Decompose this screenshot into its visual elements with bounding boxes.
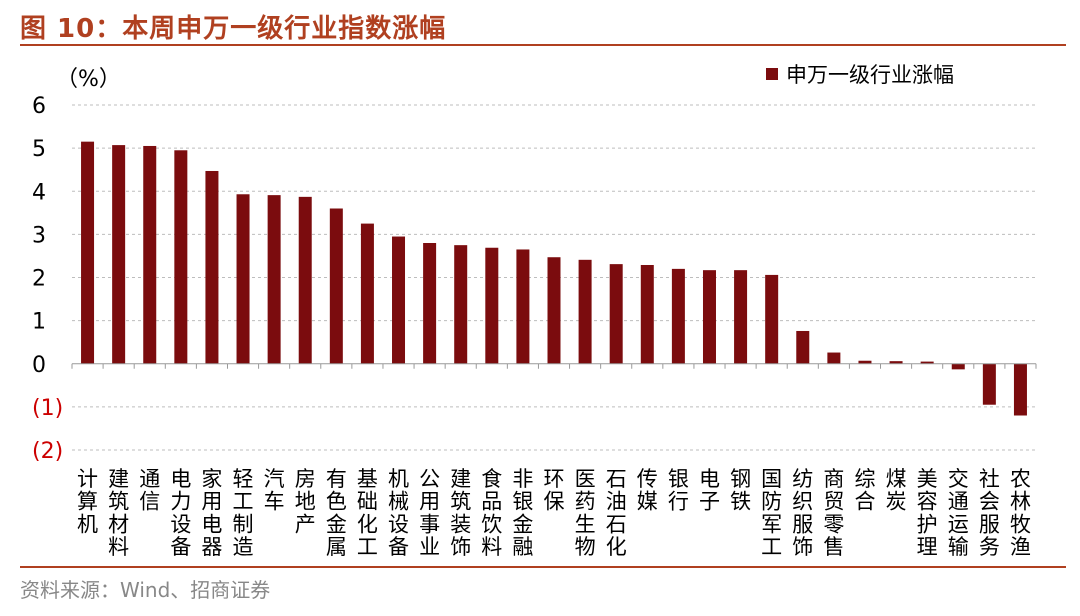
bar: [702, 270, 716, 364]
bar: [143, 145, 157, 364]
category-label: 国防军工: [761, 467, 782, 559]
category-label: 环保: [544, 467, 565, 514]
y-tick-label: 2: [32, 267, 46, 292]
bar: [578, 259, 592, 364]
bar: [889, 361, 903, 364]
source-note: 资料来源：Wind、招商证券: [20, 578, 271, 602]
category-label: 煤炭: [886, 467, 907, 514]
category-label: 建筑材料: [108, 467, 129, 559]
category-label: 基础化工: [357, 467, 378, 559]
y-tick-label: (1): [32, 396, 63, 421]
bar: [423, 243, 437, 364]
bar: [485, 247, 499, 364]
bar: [734, 270, 748, 364]
category-label: 综合: [854, 467, 875, 514]
y-tick-label: 0: [32, 353, 46, 378]
category-label: 美容护理: [917, 467, 938, 559]
figure-title: 图 10：本周申万一级行业指数涨幅: [20, 14, 447, 44]
axes: [71, 363, 1037, 369]
category-label: 有色金属: [326, 467, 347, 559]
legend-label: 申万一级行业涨幅: [786, 63, 954, 87]
bar: [236, 194, 250, 364]
bar: [392, 236, 406, 364]
category-label: 社会服务: [979, 467, 1000, 559]
category-label: 食品饮料: [481, 467, 502, 559]
category-label: 汽车: [264, 467, 285, 514]
category-label: 交通运输: [948, 467, 969, 559]
category-label: 商贸零售: [823, 467, 844, 559]
category-label: 纺织服饰: [792, 467, 813, 559]
bar: [112, 145, 126, 364]
category-label: 家用电器: [201, 467, 222, 559]
category-label: 传媒: [637, 467, 658, 514]
bar: [858, 360, 872, 364]
category-label: 机械设备: [388, 467, 409, 559]
y-tick-label: 3: [32, 223, 46, 248]
category-label: 计算机: [77, 467, 98, 536]
category-label: 公用事业: [419, 467, 440, 559]
bar: [796, 330, 810, 364]
legend-swatch: [766, 68, 778, 80]
category-label: 电子: [699, 467, 720, 514]
y-tick-label: 1: [32, 310, 46, 335]
bar: [360, 223, 374, 364]
bar: [454, 245, 468, 364]
bar: [765, 274, 779, 364]
bar: [81, 141, 95, 364]
bar: [609, 264, 623, 364]
category-label: 银行: [668, 467, 689, 514]
bar: [329, 208, 343, 364]
legend: 申万一级行业涨幅: [766, 63, 954, 87]
category-label: 非银金融: [512, 467, 533, 559]
category-labels: 计算机建筑材料通信电力设备家用电器轻工制造汽车房地产有色金属基础化工机械设备公用…: [77, 467, 1031, 559]
bar-series: [81, 141, 1027, 416]
bar: [516, 249, 530, 364]
bar: [1013, 363, 1027, 416]
y-tick-label: 5: [32, 137, 46, 162]
bar: [640, 264, 654, 364]
y-tick-labels: 6 5 4 3 2 1 0 (1) (2): [32, 94, 63, 464]
bar: [671, 268, 685, 364]
bar: [267, 195, 281, 364]
bar: [205, 170, 219, 364]
category-label: 通信: [139, 467, 160, 514]
bar: [298, 196, 312, 364]
y-axis-label: （%）: [56, 67, 121, 92]
y-tick-label: 6: [32, 94, 46, 119]
y-tick-label: (2): [32, 439, 63, 464]
title-underline: [20, 44, 1066, 46]
footer-rule: [20, 566, 1066, 568]
category-label: 轻工制造: [233, 467, 254, 559]
bar: [547, 257, 561, 364]
category-label: 电力设备: [170, 467, 191, 559]
y-tick-label: 4: [32, 180, 46, 205]
category-label: 钢铁: [730, 467, 751, 514]
bar: [920, 361, 934, 364]
bar: [174, 150, 188, 364]
category-label: 石油石化: [606, 467, 627, 559]
category-label: 房地产: [295, 467, 316, 536]
bar: [951, 363, 965, 370]
category-label: 建筑装饰: [450, 467, 471, 559]
bar: [827, 352, 841, 364]
category-label: 农林牧渔: [1010, 467, 1031, 559]
bar: [982, 363, 996, 405]
category-label: 医药生物: [575, 467, 596, 559]
